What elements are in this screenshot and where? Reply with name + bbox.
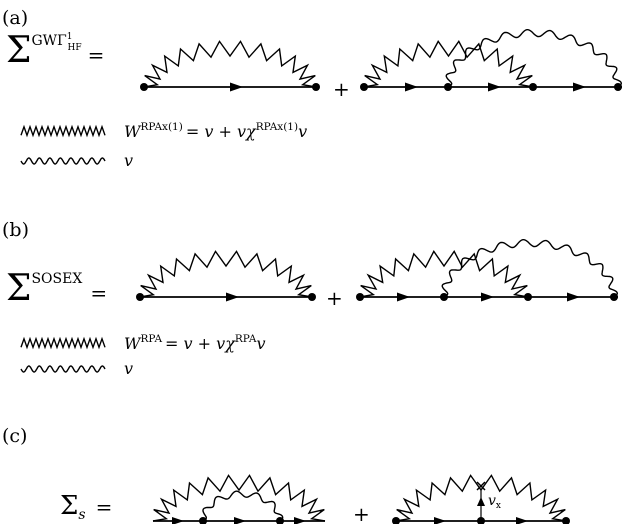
panel-c-equals: = bbox=[96, 495, 113, 519]
panel-a: (a) ΣGWΓ1 HF = + WRPA bbox=[2, 7, 623, 170]
panel-a-sigma: Σ bbox=[6, 30, 31, 71]
panel-b-sigma-sup: SOSEX bbox=[31, 271, 82, 287]
propagator-arrow bbox=[234, 517, 246, 524]
panel-a-sigma-sup-sup: 1 bbox=[67, 32, 73, 42]
vertex-dot bbox=[524, 293, 532, 301]
diagram-b1 bbox=[136, 250, 316, 302]
legend-b-chi-sup: RPA bbox=[235, 333, 257, 345]
legend-b-W: W bbox=[124, 334, 142, 353]
panel-b-plus: + bbox=[326, 286, 343, 310]
panel-a-equals: = bbox=[88, 43, 105, 67]
legend-b-v: v bbox=[256, 334, 265, 353]
vertex-dot bbox=[360, 83, 368, 91]
legend-wavy-line bbox=[20, 365, 106, 373]
panel-a-sigma-sup: GWΓ bbox=[31, 33, 67, 49]
screened-interaction-zigzag bbox=[363, 40, 534, 88]
legend-zigzag-line bbox=[20, 336, 106, 350]
diagram-b2 bbox=[356, 239, 619, 302]
propagator-arrow bbox=[172, 517, 184, 524]
vertex-dot bbox=[614, 83, 622, 91]
diagram-a1 bbox=[140, 40, 320, 92]
vertex-dot bbox=[440, 293, 448, 301]
legend-a-rhs: = v + vχ bbox=[186, 122, 257, 141]
legend-a-W: W bbox=[124, 122, 142, 141]
vertex-dot bbox=[308, 293, 316, 301]
propagator-arrow bbox=[573, 82, 586, 92]
legend-b-zigzag-text: WRPA = v + vχRPAv bbox=[124, 333, 266, 353]
legend-b-rhs: = v + vχ bbox=[165, 334, 236, 353]
vertex-dot bbox=[140, 83, 148, 91]
diagram-c1 bbox=[152, 474, 326, 524]
panel-b: (b) ΣSOSEX= + WRPA = v + vχRPAv bbox=[2, 219, 619, 378]
legend-a-v: v bbox=[298, 122, 307, 141]
panel-b-label: (b) bbox=[2, 219, 29, 241]
bare-coulomb-wavy bbox=[445, 29, 623, 88]
exchange-potential-arrow bbox=[477, 497, 485, 506]
legend-b-wavy-text: v bbox=[124, 359, 133, 378]
propagator-arrow bbox=[488, 82, 501, 92]
legend-a-W-sup: RPAx(1) bbox=[140, 121, 182, 133]
propagator-arrow bbox=[434, 517, 446, 524]
diagram-a2 bbox=[360, 29, 623, 92]
panel-a-sigma-sup-sub: HF bbox=[67, 43, 81, 53]
vertex-dot bbox=[312, 83, 320, 91]
exchange-potential-cross-icon bbox=[476, 481, 486, 491]
vertex-dot bbox=[356, 293, 364, 301]
propagator-arrow bbox=[481, 292, 494, 302]
propagator-arrow bbox=[516, 517, 528, 524]
legend-wavy-line bbox=[20, 157, 106, 165]
vertex-dot bbox=[276, 517, 284, 524]
panel-a-plus: + bbox=[333, 77, 350, 101]
screened-interaction-zigzag bbox=[143, 40, 317, 88]
vertex-dot bbox=[562, 517, 570, 524]
panel-c-sigma: Σ bbox=[60, 491, 78, 521]
vertex-dot bbox=[199, 517, 207, 524]
panel-c-lhs: Σs = bbox=[60, 491, 112, 523]
vertex-dot bbox=[477, 517, 485, 524]
vertex-dot bbox=[529, 83, 537, 91]
legend-a-zigzag-text: WRPAx(1) = v + vχRPAx(1)v bbox=[124, 121, 307, 141]
panel-a-label: (a) bbox=[2, 7, 28, 29]
diagram-c2: vx bbox=[392, 474, 570, 524]
panel-b-lhs: ΣSOSEX = bbox=[6, 268, 107, 309]
screened-interaction-zigzag bbox=[139, 250, 313, 298]
panel-c-plus: + bbox=[353, 502, 370, 524]
panel-c: (c) Σs = + vx bbox=[2, 425, 570, 524]
legend-zigzag-line bbox=[20, 124, 106, 138]
bare-coulomb-wavy bbox=[441, 239, 619, 298]
vertex-dot bbox=[444, 83, 452, 91]
legend-a-chi-sup: RPAx(1) bbox=[256, 121, 298, 133]
panel-b-equals: = bbox=[90, 281, 107, 305]
panel-c-label: (c) bbox=[2, 425, 27, 447]
panel-a-lhs: ΣGWΓ1 HF = bbox=[6, 30, 104, 71]
propagator-arrow bbox=[397, 292, 410, 302]
screened-interaction-zigzag bbox=[359, 250, 529, 298]
panel-c-sigma-sub: s bbox=[78, 507, 85, 523]
vertex-dot bbox=[136, 293, 144, 301]
bare-coulomb-wavy bbox=[202, 490, 284, 522]
vertex-dot bbox=[392, 517, 400, 524]
panel-b-sigma: Σ bbox=[6, 268, 31, 309]
vertex-label-v: v bbox=[488, 493, 496, 509]
vertex-label-sub: x bbox=[496, 501, 501, 511]
propagator-arrow bbox=[405, 82, 418, 92]
legend-b-W-sup: RPA bbox=[140, 333, 162, 345]
vertex-dot bbox=[610, 293, 618, 301]
screened-interaction-zigzag bbox=[152, 474, 326, 522]
propagator-arrow bbox=[294, 517, 306, 524]
propagator-arrow bbox=[230, 82, 243, 92]
panel-c-vertex-label: vx bbox=[488, 493, 501, 511]
propagator-arrow bbox=[567, 292, 580, 302]
legend-a-wavy-text: v bbox=[124, 151, 133, 170]
propagator-arrow bbox=[226, 292, 239, 302]
